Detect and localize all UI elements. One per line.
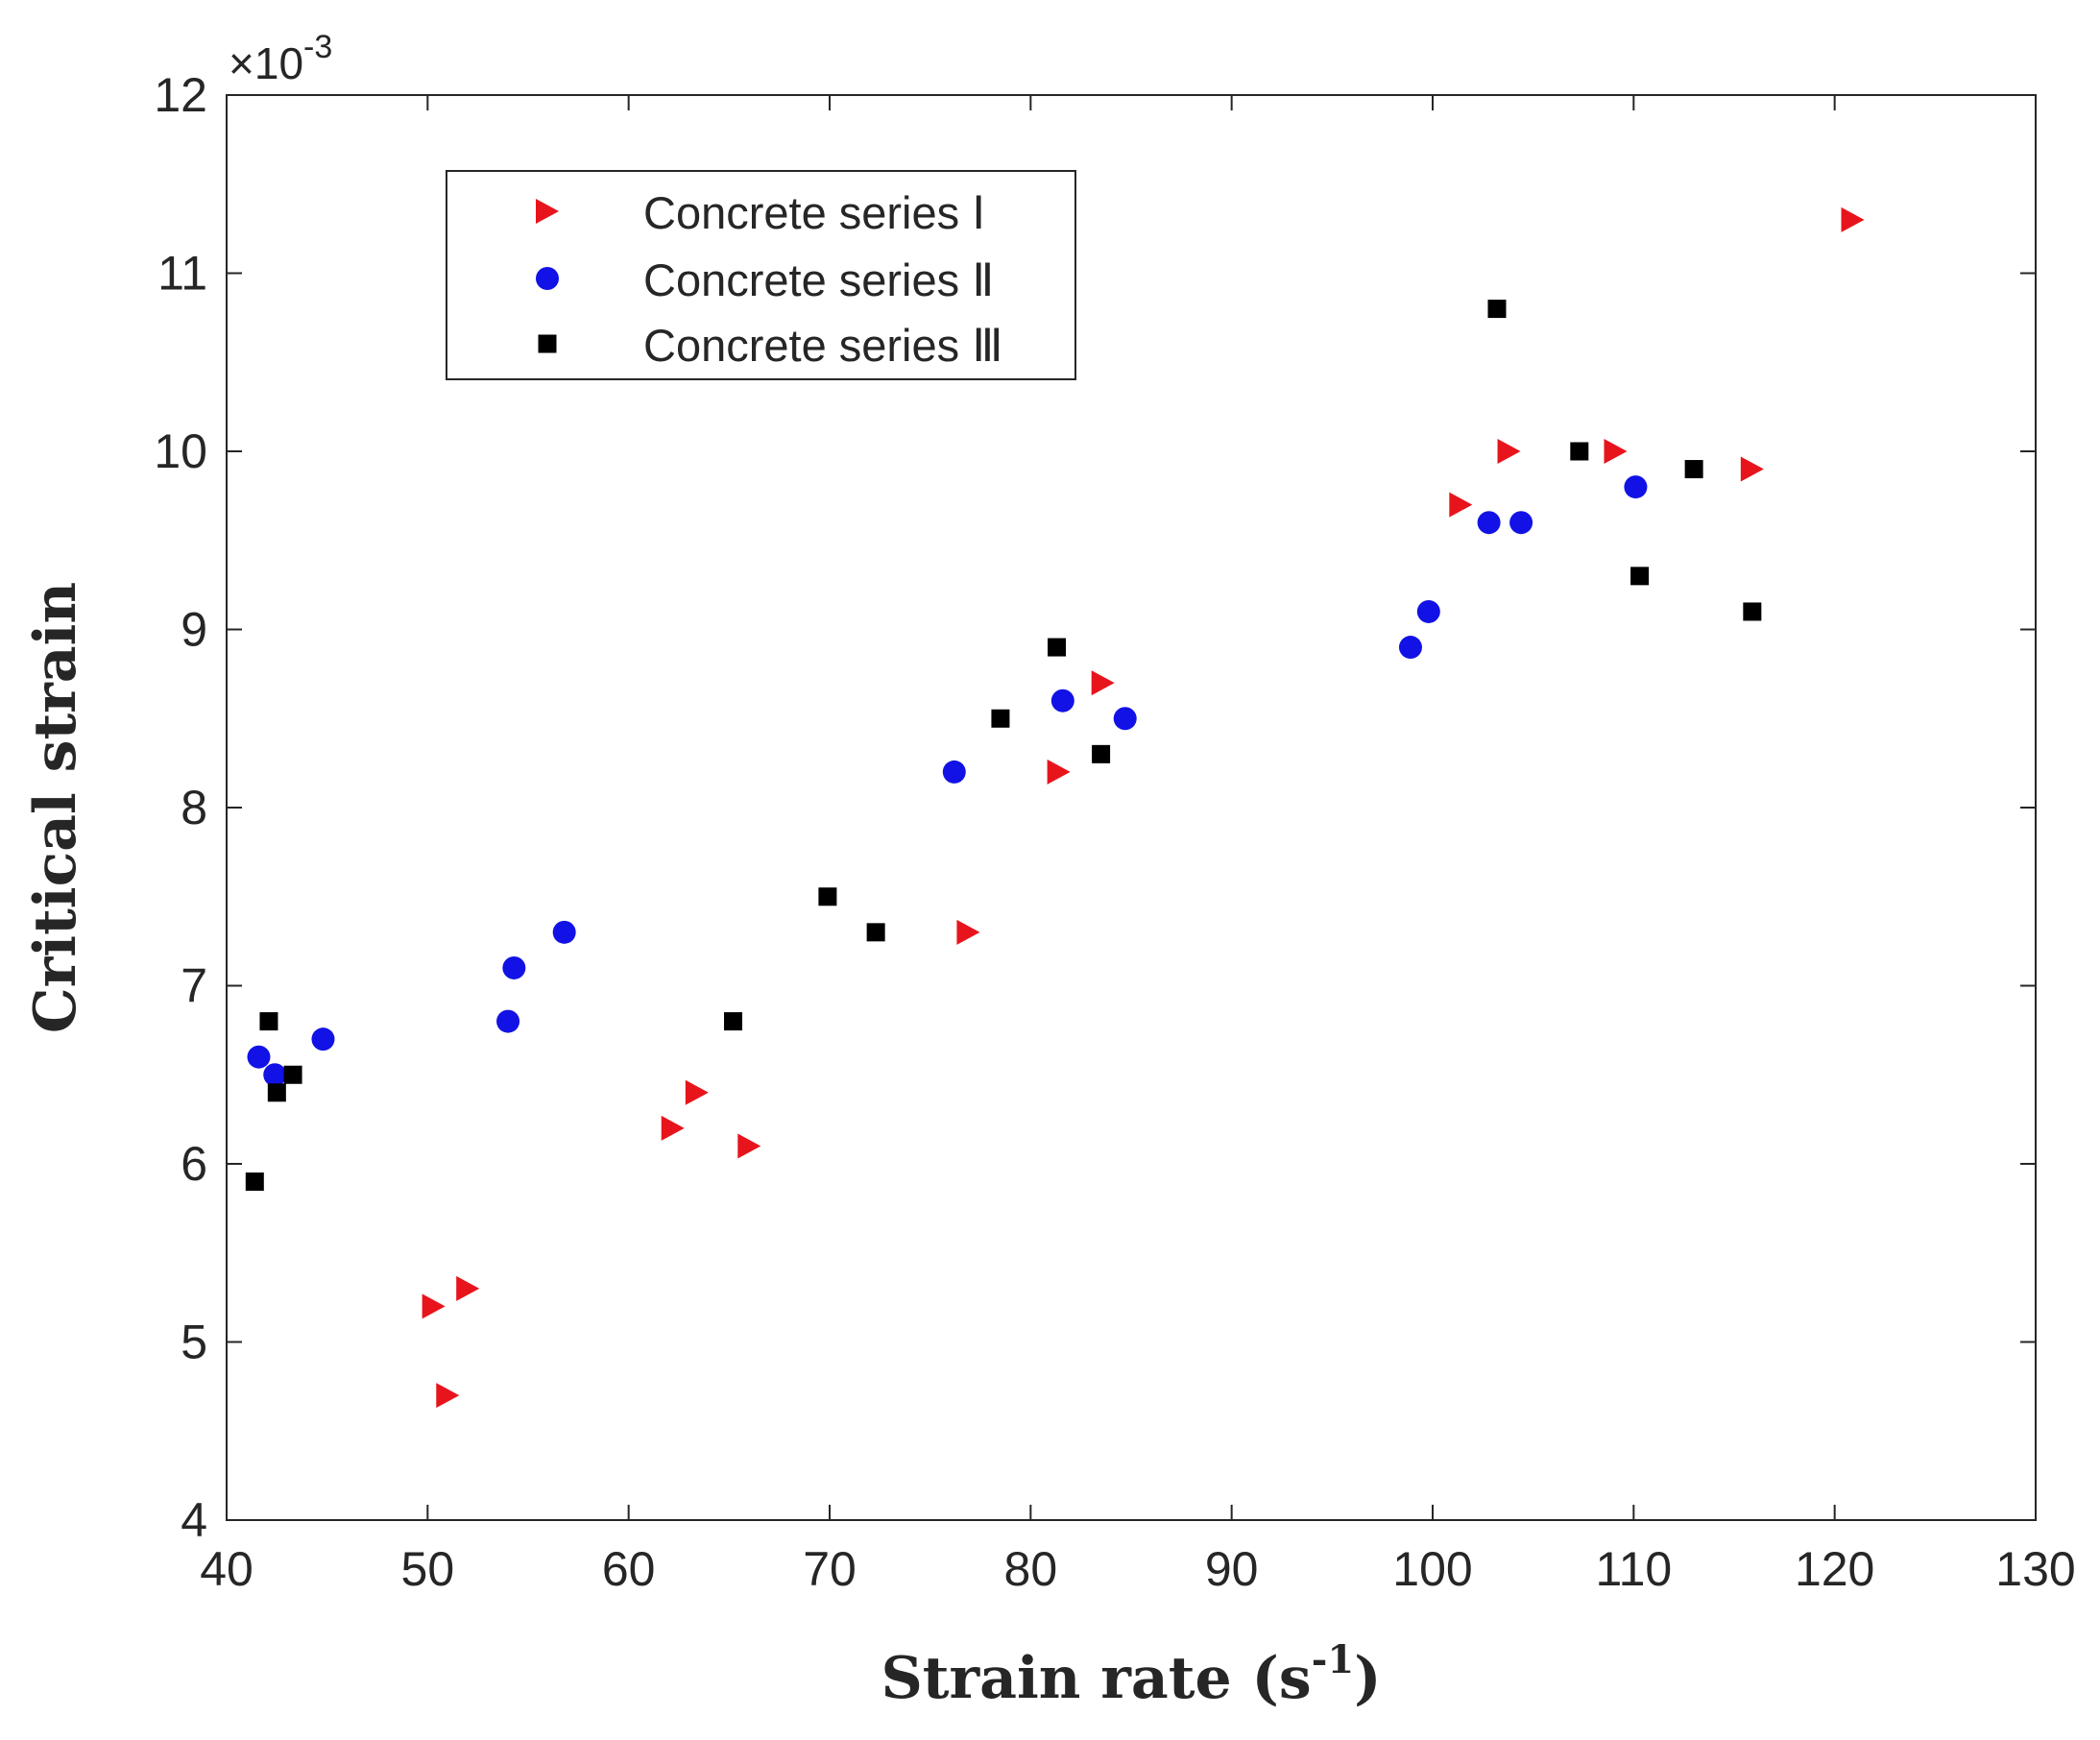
series-2-point bbox=[552, 920, 576, 944]
x-tick-label: 70 bbox=[803, 1542, 857, 1596]
series-3-point bbox=[1630, 567, 1650, 586]
axis-ticks: 40 50 60 70 80 90 100 110 120 130 4 5 6 7 8 9 10 11 12 bbox=[154, 68, 2075, 1596]
legend-marker-series-1 bbox=[536, 199, 559, 224]
y-tick-label: 7 bbox=[181, 959, 207, 1013]
series-3-point bbox=[866, 923, 885, 942]
series-1-point bbox=[956, 919, 980, 945]
series-3-point bbox=[724, 1012, 743, 1031]
x-tick-label: 130 bbox=[1995, 1542, 2075, 1596]
x-axis-title-close: ) bbox=[1354, 1645, 1381, 1712]
x-tick-label: 50 bbox=[401, 1542, 455, 1596]
series-2-point bbox=[311, 1027, 335, 1051]
series-1-point bbox=[422, 1293, 446, 1319]
series-1-point bbox=[1047, 759, 1071, 785]
y-tick-label: 4 bbox=[181, 1493, 207, 1547]
series-2-point bbox=[1416, 599, 1440, 623]
y-axis-title: Critical strain bbox=[22, 582, 89, 1033]
series-3-point bbox=[1092, 744, 1111, 763]
series-1-point bbox=[436, 1383, 460, 1409]
series-1-point bbox=[685, 1079, 709, 1105]
series-1-point bbox=[1497, 439, 1521, 464]
series-1-point bbox=[1604, 439, 1628, 464]
x-axis-title: Strain rate (s-1) bbox=[881, 1637, 1381, 1712]
y-tick-label: 11 bbox=[157, 247, 207, 301]
series-2-point bbox=[247, 1045, 271, 1069]
legend: Concrete series Ⅰ Concrete series Ⅱ Conc… bbox=[446, 170, 1076, 380]
series-2-point bbox=[1509, 511, 1533, 535]
series-2-point bbox=[502, 955, 526, 979]
series-1-point bbox=[1841, 206, 1865, 232]
x-tick-label: 100 bbox=[1392, 1542, 1472, 1596]
series-3-point bbox=[259, 1012, 278, 1031]
y-axis-multiplier: ×10-3 bbox=[229, 29, 332, 88]
series-3-point bbox=[1743, 602, 1762, 621]
series-3-point bbox=[818, 887, 837, 906]
x-tick-label: 40 bbox=[200, 1542, 253, 1596]
series-3-point bbox=[991, 709, 1010, 728]
x-tick-label: 60 bbox=[602, 1542, 656, 1596]
legend-label-series-3: Concrete series Ⅲ bbox=[643, 320, 1003, 371]
y-tick-label: 5 bbox=[181, 1316, 207, 1369]
series-2-point bbox=[1477, 511, 1501, 535]
x-tick-label: 110 bbox=[1595, 1542, 1672, 1596]
series-1-point bbox=[1740, 456, 1764, 482]
y-tick-label: 10 bbox=[154, 424, 207, 478]
series-3-point bbox=[1048, 638, 1067, 657]
series-1-point bbox=[737, 1133, 761, 1159]
y-axis-multiplier-base: ×10 bbox=[229, 38, 303, 88]
x-tick-label: 90 bbox=[1205, 1542, 1259, 1596]
series-2-point bbox=[1050, 689, 1074, 713]
series-3-point bbox=[267, 1083, 286, 1102]
series-3-point bbox=[245, 1172, 264, 1192]
legend-marker-series-2 bbox=[536, 267, 559, 290]
x-tick-label: 120 bbox=[1795, 1542, 1874, 1596]
x-tick-label: 80 bbox=[1004, 1542, 1058, 1596]
data-markers bbox=[245, 206, 1865, 1409]
series-2-point bbox=[1398, 636, 1422, 660]
x-axis-title-exponent: -1 bbox=[1312, 1637, 1354, 1682]
y-tick-label: 6 bbox=[181, 1137, 207, 1191]
series-3-point bbox=[1570, 442, 1589, 461]
series-2-point bbox=[1113, 707, 1137, 731]
legend-label-series-2: Concrete series Ⅱ bbox=[643, 254, 994, 305]
y-tick-label: 12 bbox=[154, 68, 207, 122]
y-tick-label: 8 bbox=[181, 781, 207, 834]
series-3-point bbox=[1684, 460, 1703, 479]
series-1-point bbox=[456, 1275, 480, 1301]
legend-marker-series-3 bbox=[538, 334, 557, 353]
x-axis-title-text: Strain rate (s bbox=[881, 1645, 1311, 1712]
series-2-point bbox=[1624, 475, 1648, 499]
series-2-point bbox=[263, 1063, 287, 1087]
y-tick-label: 9 bbox=[181, 603, 207, 657]
series-1-point bbox=[1449, 492, 1473, 518]
y-axis-multiplier-exponent: -3 bbox=[303, 29, 332, 65]
series-3-point bbox=[283, 1065, 302, 1084]
series-2-point bbox=[496, 1009, 520, 1033]
legend-label-series-1: Concrete series Ⅰ bbox=[643, 187, 985, 238]
series-2-point bbox=[942, 760, 966, 784]
series-1-point bbox=[1091, 670, 1115, 696]
series-1-point bbox=[661, 1115, 685, 1141]
legend-markers bbox=[536, 199, 559, 353]
series-3-point bbox=[1487, 300, 1507, 319]
